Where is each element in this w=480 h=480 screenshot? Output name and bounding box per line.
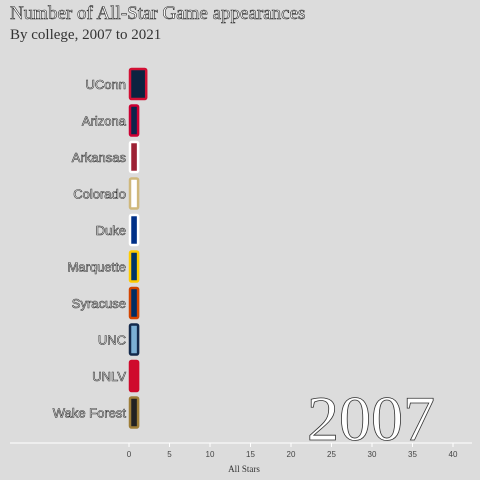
category-label: Arizona: [82, 114, 127, 129]
category-label: Duke: [96, 223, 126, 238]
category-label: UConn: [86, 77, 126, 92]
x-tick-label: 0: [127, 450, 132, 459]
bar-duke: [128, 213, 140, 247]
x-tick-label: 30: [368, 450, 377, 459]
bar-arkansas: [128, 140, 140, 174]
bar-syracuse: [128, 286, 140, 320]
chart-title: Number of All-Star Game appearances: [10, 3, 306, 25]
bar-unlv: [128, 359, 140, 393]
x-tick-label: 20: [287, 450, 296, 459]
category-label: Arkansas: [72, 150, 127, 165]
x-tick-label: 10: [206, 450, 215, 459]
bar-marquette: [128, 250, 140, 283]
bar-unc: [128, 323, 140, 356]
bar-uconn: [128, 67, 148, 101]
category-label: Marquette: [67, 260, 126, 275]
ticks-layer: 0 5 10 15 20 25 30 35 40: [127, 443, 458, 459]
category-label: Colorado: [73, 187, 126, 202]
x-tick-label: 35: [408, 450, 417, 459]
x-tick-label: 25: [327, 450, 336, 459]
bar-wake-forest: [128, 396, 140, 429]
chart-subtitle: By college, 2007 to 2021: [10, 27, 162, 43]
bar-colorado: [128, 177, 140, 210]
bar-arizona: [128, 104, 140, 137]
x-tick-label: 5: [167, 450, 172, 459]
category-label: Wake Forest: [53, 406, 127, 421]
category-label: UNLV: [92, 369, 126, 384]
category-label: Syracuse: [72, 296, 126, 311]
x-tick-label: 15: [246, 450, 255, 459]
category-label: UNC: [98, 333, 126, 348]
x-tick-label: 40: [449, 450, 458, 459]
bars-layer: UConn Arizona Arkansas Colorado Duke Marquett…: [52, 67, 148, 429]
x-axis-title: All Stars: [228, 464, 260, 474]
year-label: 2007: [307, 383, 435, 454]
